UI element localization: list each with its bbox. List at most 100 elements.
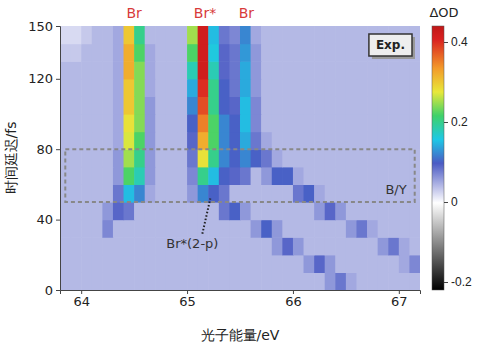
tick-label: 0.2 (451, 115, 468, 129)
x-axis: 64656667 (61, 290, 421, 309)
cell (92, 184, 103, 202)
cell (335, 132, 346, 150)
cell (187, 255, 198, 273)
cell (367, 61, 378, 79)
cell (251, 61, 262, 79)
tick-mark (56, 26, 60, 27)
cell (145, 26, 156, 44)
cell (92, 167, 103, 185)
cell (229, 79, 240, 97)
cell (356, 184, 367, 202)
cell (293, 44, 304, 62)
cell (272, 184, 283, 202)
cell (145, 132, 156, 150)
cell (60, 61, 71, 79)
cell (356, 202, 367, 220)
cell (314, 202, 325, 220)
cell (282, 220, 293, 238)
cell (166, 202, 177, 220)
tick-mark (56, 290, 60, 291)
cell (346, 272, 357, 290)
cell (399, 149, 410, 167)
cell (409, 61, 420, 79)
cell (335, 184, 346, 202)
cell (229, 132, 240, 150)
cell (166, 44, 177, 62)
cell (155, 26, 166, 44)
cells (60, 26, 420, 290)
cell (356, 114, 367, 132)
cell (272, 220, 283, 238)
cell (219, 44, 230, 62)
cell (272, 272, 283, 290)
tick: 80 (36, 142, 60, 157)
cell (240, 149, 251, 167)
cell (60, 132, 71, 150)
cell (81, 149, 92, 167)
cell (92, 220, 103, 238)
cell (378, 255, 389, 273)
cell (145, 44, 156, 62)
cell (409, 96, 420, 114)
cell (367, 132, 378, 150)
colorbar (432, 26, 444, 290)
cell (176, 167, 187, 185)
cell (240, 220, 251, 238)
cell (378, 96, 389, 114)
cell (304, 26, 315, 44)
cell (356, 79, 367, 97)
tick-label: 66 (285, 294, 302, 309)
cell (261, 255, 272, 273)
cell (367, 184, 378, 202)
cell (92, 237, 103, 255)
cell (409, 237, 420, 255)
cell (293, 61, 304, 79)
cell (81, 272, 92, 290)
cell (198, 61, 209, 79)
cell (187, 149, 198, 167)
cell (176, 79, 187, 97)
cell (282, 114, 293, 132)
cell (92, 255, 103, 273)
cell (325, 132, 336, 150)
cell (282, 96, 293, 114)
cell (388, 220, 399, 238)
cell (409, 167, 420, 185)
cell (219, 79, 230, 97)
cell (208, 61, 219, 79)
cell (261, 184, 272, 202)
cell (356, 96, 367, 114)
cell (198, 167, 209, 185)
tick-label: 0.4 (451, 35, 468, 49)
cell (198, 26, 209, 44)
cell (293, 202, 304, 220)
cell (71, 167, 82, 185)
cell (325, 272, 336, 290)
cell (304, 61, 315, 79)
cell (113, 220, 124, 238)
cell (229, 255, 240, 273)
cell (134, 61, 145, 79)
cell (124, 26, 135, 44)
cell (293, 149, 304, 167)
cell (261, 61, 272, 79)
cell (81, 79, 92, 97)
cell (304, 255, 315, 273)
cell (155, 202, 166, 220)
cell (113, 44, 124, 62)
cell (176, 132, 187, 150)
cell (176, 149, 187, 167)
cell (92, 114, 103, 132)
cell (155, 44, 166, 62)
cell (113, 79, 124, 97)
cell (346, 44, 357, 62)
cell (187, 79, 198, 97)
cell (102, 44, 113, 62)
cell (155, 220, 166, 238)
cell (314, 96, 325, 114)
cell (229, 96, 240, 114)
cell (399, 237, 410, 255)
cell (293, 220, 304, 238)
cell (60, 202, 71, 220)
cell (145, 220, 156, 238)
